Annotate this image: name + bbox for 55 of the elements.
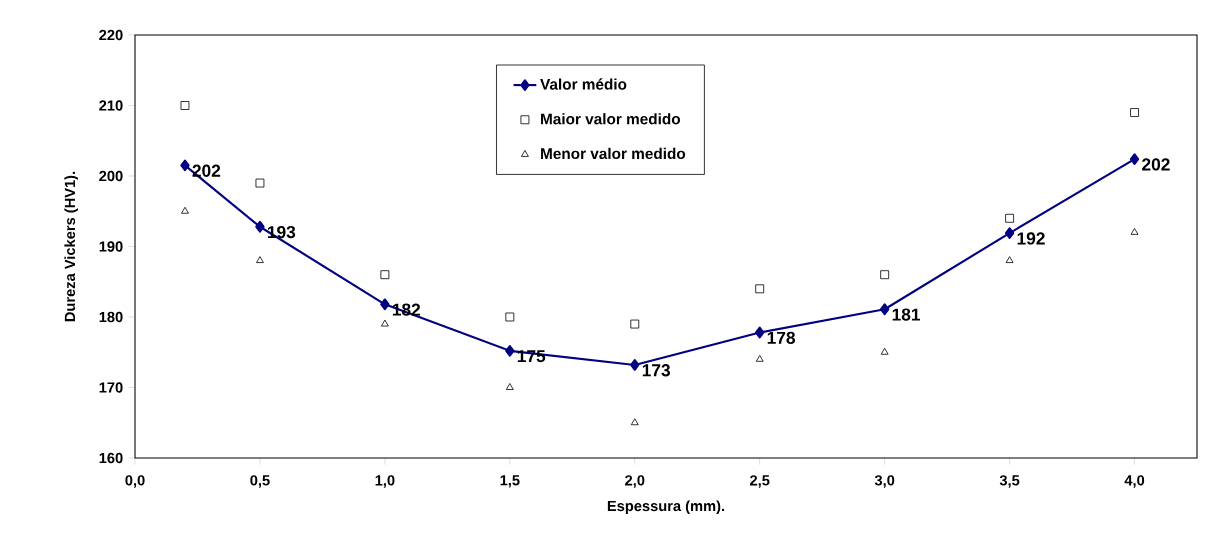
x-tick-label: 2,5	[750, 475, 770, 488]
point	[256, 256, 264, 263]
point	[381, 319, 389, 327]
x-tick-label: 0,5	[250, 475, 270, 488]
point	[505, 312, 515, 322]
data-label: 173	[642, 364, 670, 377]
legend-label: Maior valor medido	[541, 113, 681, 125]
x-tick-label: 3,5	[999, 475, 1020, 488]
y-tick-label: 170	[99, 382, 123, 393]
point	[755, 284, 765, 294]
y-tick-label: 220	[99, 29, 123, 41]
point	[879, 303, 890, 316]
legend-label: Valor médio	[540, 78, 627, 90]
point	[180, 159, 190, 172]
y-tick-label: 190	[99, 241, 123, 252]
data-label: 202	[192, 164, 221, 177]
point	[1004, 227, 1015, 239]
point	[630, 319, 640, 329]
point	[255, 178, 265, 188]
point	[880, 270, 890, 280]
x-tick-label: 2,0	[625, 475, 645, 488]
point	[1130, 108, 1139, 117]
point	[755, 326, 765, 339]
point	[380, 298, 390, 311]
y-tick-label: 180	[99, 311, 123, 323]
data-label: 181	[892, 308, 921, 321]
data-label: 202	[1142, 158, 1170, 171]
y-tick-label: 160	[99, 452, 123, 464]
point	[630, 359, 640, 371]
point	[630, 418, 639, 426]
point	[880, 347, 889, 355]
x-tick-label: 1,5	[500, 475, 520, 488]
point	[505, 383, 514, 390]
point	[1005, 213, 1014, 223]
point	[755, 354, 764, 362]
x-tick-label: 4,0	[1124, 475, 1145, 488]
x-tick-label: 1,0	[375, 475, 395, 488]
legend-label: Menor valor medido	[541, 147, 686, 160]
data-label: 193	[267, 225, 296, 239]
y-axis-title: Dureza Vickers (HV1).	[64, 171, 78, 322]
data-label: 192	[1017, 232, 1045, 245]
point	[181, 206, 189, 214]
x-axis-title: Espessura (mm).	[607, 500, 725, 515]
y-tick-label: 210	[99, 100, 123, 111]
point	[1129, 153, 1140, 165]
point	[505, 344, 515, 357]
y-tick-label: 200	[99, 170, 123, 182]
point	[1130, 228, 1139, 235]
point	[255, 220, 265, 233]
point	[180, 101, 190, 110]
data-label: 178	[767, 331, 796, 344]
x-tick-label: 3,0	[874, 475, 895, 488]
x-tick-label: 0,0	[125, 475, 145, 488]
point	[1005, 256, 1014, 263]
point	[380, 270, 390, 280]
